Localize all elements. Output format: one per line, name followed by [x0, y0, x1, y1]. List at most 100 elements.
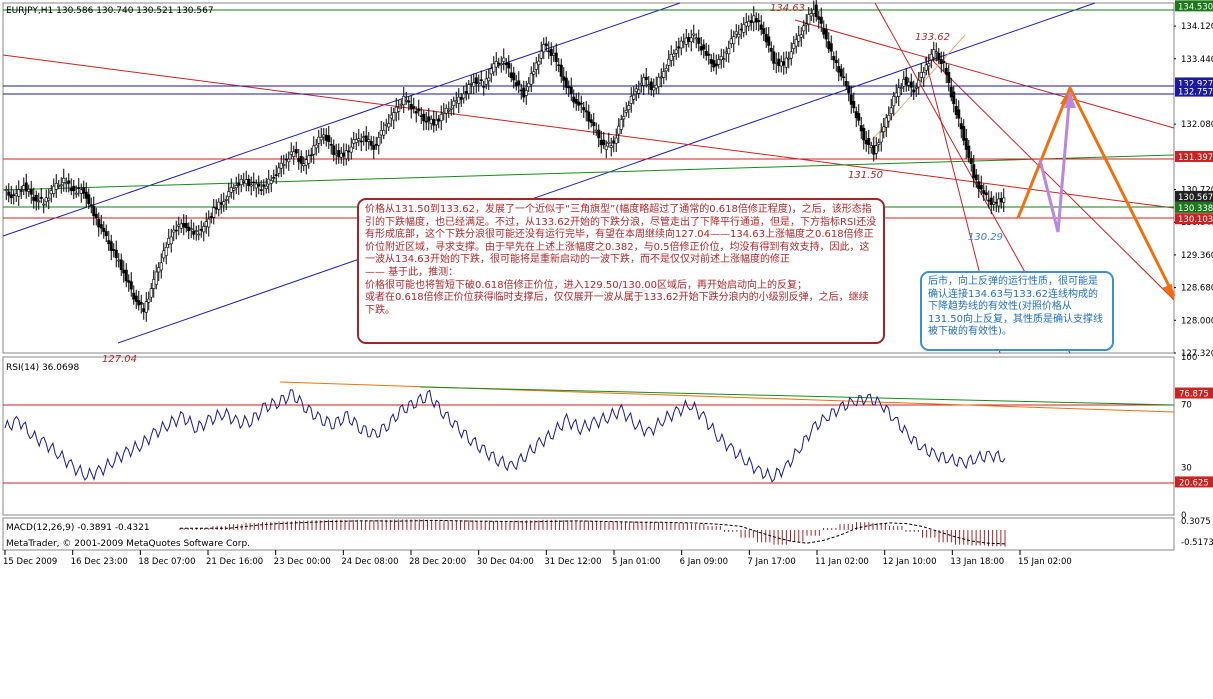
candle-body	[964, 138, 968, 150]
candle-body	[542, 44, 546, 53]
candle-body	[609, 145, 613, 148]
candle-body	[829, 43, 833, 52]
candle-body	[872, 145, 876, 155]
price-level-label: 132.927	[1178, 79, 1213, 89]
candle-body	[824, 29, 828, 40]
candle-body	[482, 86, 486, 88]
candle-body	[852, 100, 856, 109]
candle-body	[29, 188, 33, 195]
candle-body	[524, 90, 528, 96]
candle-body	[354, 139, 358, 143]
candle-body	[117, 259, 121, 262]
candle-body	[229, 187, 233, 193]
candle-body	[264, 185, 268, 190]
candle-body	[592, 122, 596, 127]
candle-body	[194, 230, 198, 232]
candle-body	[782, 61, 786, 66]
price-level-badge	[1175, 77, 1213, 89]
candle-body	[642, 77, 646, 86]
candle-body	[22, 185, 26, 190]
candle-body	[624, 109, 628, 113]
candle-body	[307, 155, 311, 164]
candle-body	[899, 87, 903, 89]
candle-body	[849, 94, 853, 105]
candle-body	[512, 72, 516, 81]
candle-body	[777, 58, 781, 66]
candle-body	[812, 9, 816, 14]
time-tick-label: 12 Jan 10:00	[883, 557, 937, 567]
candle-body	[134, 295, 138, 302]
candle-body	[349, 146, 353, 153]
candle-body	[162, 250, 166, 259]
candle-body	[854, 111, 858, 119]
candle-body	[894, 92, 898, 98]
candle-body	[329, 143, 333, 146]
candle-body	[784, 57, 788, 68]
candle-body	[594, 129, 598, 132]
candle-body	[612, 140, 616, 144]
candle-body	[589, 119, 593, 123]
candle-body	[689, 37, 693, 43]
candle-body	[974, 174, 978, 181]
macd-tick-label: -0.5173	[1181, 538, 1213, 548]
candle-body	[959, 123, 963, 130]
price-level-label: 130.338	[1178, 204, 1213, 214]
candle-body	[827, 41, 831, 50]
candle-body	[607, 141, 611, 144]
candle-body	[362, 136, 366, 138]
candle-body	[187, 226, 191, 232]
candle-body	[682, 41, 686, 44]
candle-body	[37, 200, 41, 203]
axes: 134.120133.440132.080130.720130.040129.3…	[3, 0, 1213, 567]
time-tick-label: 21 Dec 16:00	[206, 557, 263, 567]
candle-body	[702, 44, 706, 50]
candle-body	[847, 85, 851, 94]
candle-body	[614, 137, 618, 144]
candle-body	[419, 115, 423, 118]
candle-body	[469, 83, 473, 85]
candle-body	[199, 229, 203, 231]
candle-body	[579, 102, 583, 105]
candle-body	[764, 34, 768, 43]
candle-body	[627, 105, 631, 110]
candle-body	[722, 58, 726, 60]
candle-body	[779, 61, 783, 67]
candle-body	[929, 53, 933, 61]
candle-body	[517, 80, 521, 86]
candle-body	[887, 114, 891, 122]
candle-body	[934, 51, 938, 54]
candle-body	[997, 198, 1001, 207]
rsi-line	[4, 389, 1006, 483]
candle-body	[312, 145, 316, 155]
candle-body	[759, 24, 763, 30]
candle-body	[939, 59, 943, 64]
candle-body	[539, 50, 543, 59]
candle-body	[274, 174, 278, 176]
candle-body	[684, 37, 688, 45]
candle-body	[104, 231, 108, 237]
candle-body	[109, 241, 113, 251]
candle-body	[449, 107, 453, 110]
candle-body	[249, 184, 253, 187]
candle-body	[857, 113, 861, 121]
candle-body	[737, 33, 741, 38]
candle-body	[427, 116, 431, 122]
candle-body	[657, 76, 661, 87]
copyright-label: MetaTrader, © 2001-2009 MetaQuotes Softw…	[6, 539, 250, 549]
time-tick-label: 5 Jan 01:00	[612, 557, 660, 567]
candle-body	[294, 149, 298, 154]
candle-body	[739, 28, 743, 31]
rsi-pane-frame	[2, 356, 1175, 516]
price-level-label: 130.103	[1178, 215, 1213, 225]
label-low-131: 131.50	[848, 170, 883, 181]
candle-body	[309, 154, 313, 157]
price-tick-label: 130.720	[1181, 186, 1213, 196]
time-tick-label: 18 Dec 07:00	[138, 557, 195, 567]
candle-body	[949, 87, 953, 98]
candle-body	[814, 4, 818, 17]
candle-body	[197, 233, 201, 236]
time-tick-label: 13 Jan 18:00	[950, 557, 1004, 567]
candle-body	[4, 189, 8, 191]
candle-body	[874, 145, 878, 154]
price-level-badge	[1175, 0, 1213, 12]
